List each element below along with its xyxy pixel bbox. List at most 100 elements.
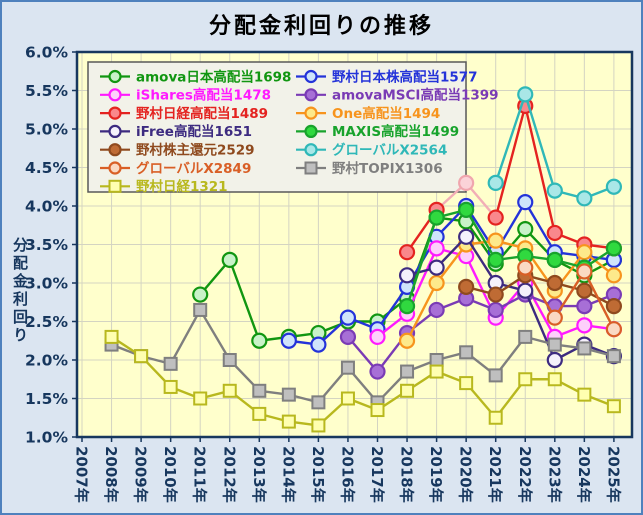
series-marker-1577 [339,309,357,326]
x-tick-label: 2010年 [161,446,179,503]
series-marker-1698 [192,286,209,303]
series-marker-1499 [605,240,623,257]
x-tick-label: 2014年 [279,446,297,503]
series-marker-1306 [429,353,444,367]
legend-box [87,61,467,193]
series-marker-1306 [340,360,355,375]
series-line-2564 [524,93,556,192]
series-marker-1494 [428,274,445,292]
series-marker-1651 [398,267,416,284]
series-marker-1399 [304,88,318,102]
series-marker-1306 [459,345,474,360]
series-marker-2529 [605,298,623,315]
x-tick-label: 2022年 [516,446,534,503]
series-marker-1577 [304,69,318,84]
series-marker-1478 [576,317,593,334]
series-line-2849 [524,266,556,319]
series-marker-1499 [546,251,563,268]
legend-label-1494: One高配当1494 [332,105,440,122]
series-marker-2564 [487,174,504,191]
series-marker-2529 [546,274,563,292]
series-marker-1698 [251,332,268,349]
series-marker-1651 [458,228,475,245]
series-marker-1478 [108,88,122,102]
series-marker-1306 [488,368,503,383]
y-tick-label: 1.5% [25,390,68,408]
series-marker-1494 [398,332,416,349]
series-marker-1499 [428,209,445,226]
plot-border [75,50,634,439]
series-marker-1577 [310,336,327,353]
series-line-1489 [524,104,556,235]
series-marker-1489 [108,106,122,120]
x-tick-label: 2007年 [73,446,91,503]
series-marker-1321 [577,387,592,402]
series-line-1494 [405,281,438,342]
series-marker-1494 [487,232,504,249]
series-marker-1321 [340,391,355,406]
series-marker-1399 [339,328,357,345]
x-tick-label: 2025年 [604,446,622,503]
series-marker-1698 [221,251,238,268]
series-marker-1321 [518,372,533,387]
series-marker-1399 [369,363,386,380]
series-marker-1321 [547,372,562,387]
series-marker-2564 [605,178,623,195]
chart-title: 分配金利回りの推移 [208,14,434,39]
series-marker-2849 [576,263,593,280]
series-marker-1321 [281,414,296,429]
legend-label-1651: iFree高配当1651 [136,123,252,140]
x-tick-label: 2011年 [191,446,209,503]
series-marker-1306 [252,383,267,398]
series-line-1577 [524,200,556,254]
legend-label-1399: amovaMSCI高配当1399 [332,87,499,104]
legend-label-2849: グローバルX2849 [136,160,251,177]
series-marker-1489 [546,224,563,242]
series-line-1499 [464,208,497,262]
legend-label-2529: 野村株主還元2529 [136,142,255,159]
series-line-2564 [494,93,527,185]
series-marker-1489 [487,209,504,226]
series-marker-1499 [487,251,504,268]
series-marker-1399 [576,298,593,315]
x-tick-label: 2023年 [545,446,563,503]
y-tick-label: 2.5% [25,313,68,331]
series-marker-1321 [429,364,444,379]
series-marker-1499 [398,298,416,315]
legend-label-1478: iShares高配当1478 [136,87,271,104]
y-tick-label: 1.0% [25,429,68,447]
x-tick-label: 2019年 [427,446,445,503]
series-marker-2564 [546,182,563,199]
series-marker-1651 [546,351,563,369]
y-tick-label: 4.0% [25,198,68,216]
series-marker-1499 [458,201,475,218]
series-marker-1399 [428,301,445,319]
legend-label-1698: amova日本高配当1698 [136,68,291,85]
x-tick-label: 2015年 [309,446,327,503]
series-line-1577 [376,285,409,331]
series-marker-1494 [576,244,593,261]
series-marker-1698 [517,221,534,238]
x-tick-label: 2018年 [398,446,416,503]
series-marker-1321 [193,391,208,406]
series-marker-1306 [222,353,237,367]
legend-label-1321: 野村日経1321 [136,178,228,195]
series-marker-1489 [458,174,475,191]
series-marker-1306 [400,364,415,379]
series-marker-2529 [487,286,504,303]
x-tick-label: 2013年 [250,446,268,503]
x-tick-label: 2017年 [368,446,386,503]
series-marker-1321 [488,410,503,425]
legend-label-2564: グローバルX2564 [332,142,447,159]
series-marker-2564 [576,190,593,207]
series-marker-1306 [281,387,296,402]
series-line-1306 [198,308,231,362]
series-marker-2529 [108,143,122,157]
series-marker-2849 [605,321,623,338]
series-marker-1306 [518,329,533,344]
series-marker-1306 [193,302,208,317]
series-marker-2529 [576,282,593,299]
x-tick-label: 2024年 [575,446,593,503]
